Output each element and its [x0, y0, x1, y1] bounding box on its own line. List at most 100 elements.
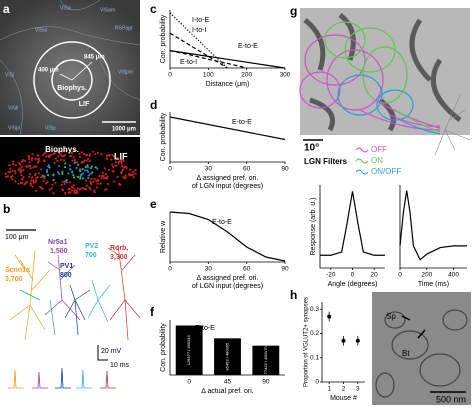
- cell-dot: [72, 174, 75, 177]
- region-label: Biophys.: [57, 85, 87, 92]
- cell-dot: [45, 155, 48, 158]
- cell-dot: [112, 169, 115, 173]
- cell-dot: [30, 179, 33, 182]
- legend-swatch: [355, 169, 369, 175]
- cell-dot: [28, 161, 31, 164]
- cell-dot: [121, 164, 124, 168]
- x-tick-label: 0: [168, 266, 172, 273]
- region-label: Biophys.: [45, 145, 79, 154]
- cell-dot: [37, 159, 41, 163]
- radius-label: 400 μm: [38, 68, 59, 74]
- y-tick-label: 0.1: [310, 354, 319, 361]
- cell-dot: [92, 180, 95, 183]
- line: [169, 211, 286, 262]
- cell-dot: [70, 151, 74, 155]
- cell-dot: [63, 182, 66, 186]
- cell-dot: [14, 172, 17, 175]
- structure-label: Sp: [386, 312, 396, 321]
- cell-dot: [31, 153, 34, 156]
- panel-label: b: [3, 202, 10, 216]
- cell-dot: [28, 157, 31, 161]
- cell-dot: [73, 149, 76, 152]
- cell-dot: [67, 191, 70, 194]
- cell-dot: [67, 188, 70, 191]
- cell-dot: [51, 183, 54, 186]
- legend-swatch: [355, 158, 369, 164]
- cell-dot: [9, 167, 12, 171]
- cell-dot: [101, 171, 104, 174]
- cell-dot: [32, 179, 35, 182]
- structure-label: Bt: [402, 349, 410, 358]
- cell-dot: [122, 159, 125, 163]
- cell-dot: [42, 180, 45, 183]
- cell-dot: [29, 184, 33, 187]
- cell-dot: [115, 164, 118, 167]
- legend-label: ON/OFF: [371, 167, 401, 176]
- cell-dot: [94, 166, 97, 169]
- cell-dot: [132, 176, 135, 179]
- series-label: E-to-E: [232, 119, 252, 126]
- cell-dot: [112, 165, 115, 168]
- y-tick-label: 0.3: [310, 306, 319, 313]
- cell-dot: [30, 176, 34, 179]
- x-tick-label: -20: [326, 272, 336, 279]
- cell-dot: [45, 171, 49, 174]
- x-tick-label: 200: [421, 272, 432, 279]
- cell-dot: [63, 153, 66, 157]
- atlas-image: [0, 0, 140, 135]
- cell-dot: [22, 176, 25, 179]
- cell-dot: [11, 170, 14, 173]
- cell-dot: [53, 152, 56, 155]
- cell-dot: [120, 170, 123, 173]
- cell-dot: [34, 179, 38, 182]
- cell-dot: [14, 164, 17, 167]
- cell-dot: [85, 154, 88, 157]
- cell-dot: [95, 180, 98, 183]
- axis-line: [169, 112, 285, 163]
- cell-dot: [7, 171, 10, 174]
- cell-dot: [31, 185, 34, 188]
- x-axis-label: Distance (μm): [206, 81, 250, 88]
- x-tick-label: 2: [342, 386, 346, 393]
- cell-dot: [64, 162, 67, 165]
- x-tick-label: 0: [168, 72, 172, 79]
- cell-dot: [60, 183, 63, 187]
- cell-dot: [104, 172, 107, 176]
- cell-dot: [76, 175, 80, 179]
- cell-dot: [69, 155, 72, 158]
- cell-dot: [42, 153, 45, 156]
- scale-label: 10°: [304, 143, 319, 154]
- cell-dot: [83, 169, 87, 172]
- cell-dot: [113, 180, 116, 183]
- cell-dot: [134, 172, 137, 175]
- cell-dot: [43, 152, 46, 155]
- series-label: E-to-I: [180, 59, 197, 66]
- cell-dot: [29, 164, 32, 168]
- cell-dot: [8, 164, 11, 167]
- cell-dot: [54, 149, 57, 153]
- cell-dot: [61, 170, 64, 173]
- cell-dot: [17, 182, 20, 185]
- area-label: VISl: [5, 72, 14, 78]
- cell-dot: [96, 167, 99, 170]
- cell-dot: [91, 150, 95, 153]
- cell-dot: [121, 168, 124, 171]
- cell-dot: [62, 159, 66, 162]
- region-label: LIF: [114, 151, 128, 161]
- panel-label: d: [150, 98, 157, 112]
- cell-dot: [19, 163, 22, 166]
- cell-dot: [89, 167, 92, 170]
- cell-dot: [36, 161, 39, 164]
- x-axis-label: Mouse #: [330, 395, 357, 402]
- cell-dot: [116, 157, 119, 160]
- x-tick-label: 1: [327, 386, 331, 393]
- cell-dot: [36, 158, 39, 161]
- legend-swatch: [355, 147, 369, 153]
- cell-dot: [131, 171, 135, 174]
- line: [169, 50, 247, 69]
- y-axis-label: Con. probability: [160, 323, 167, 372]
- cell-dot: [86, 164, 89, 167]
- axis-line: [169, 320, 285, 376]
- legend-label: OFF: [371, 145, 387, 154]
- x-tick-label: 3: [356, 386, 360, 393]
